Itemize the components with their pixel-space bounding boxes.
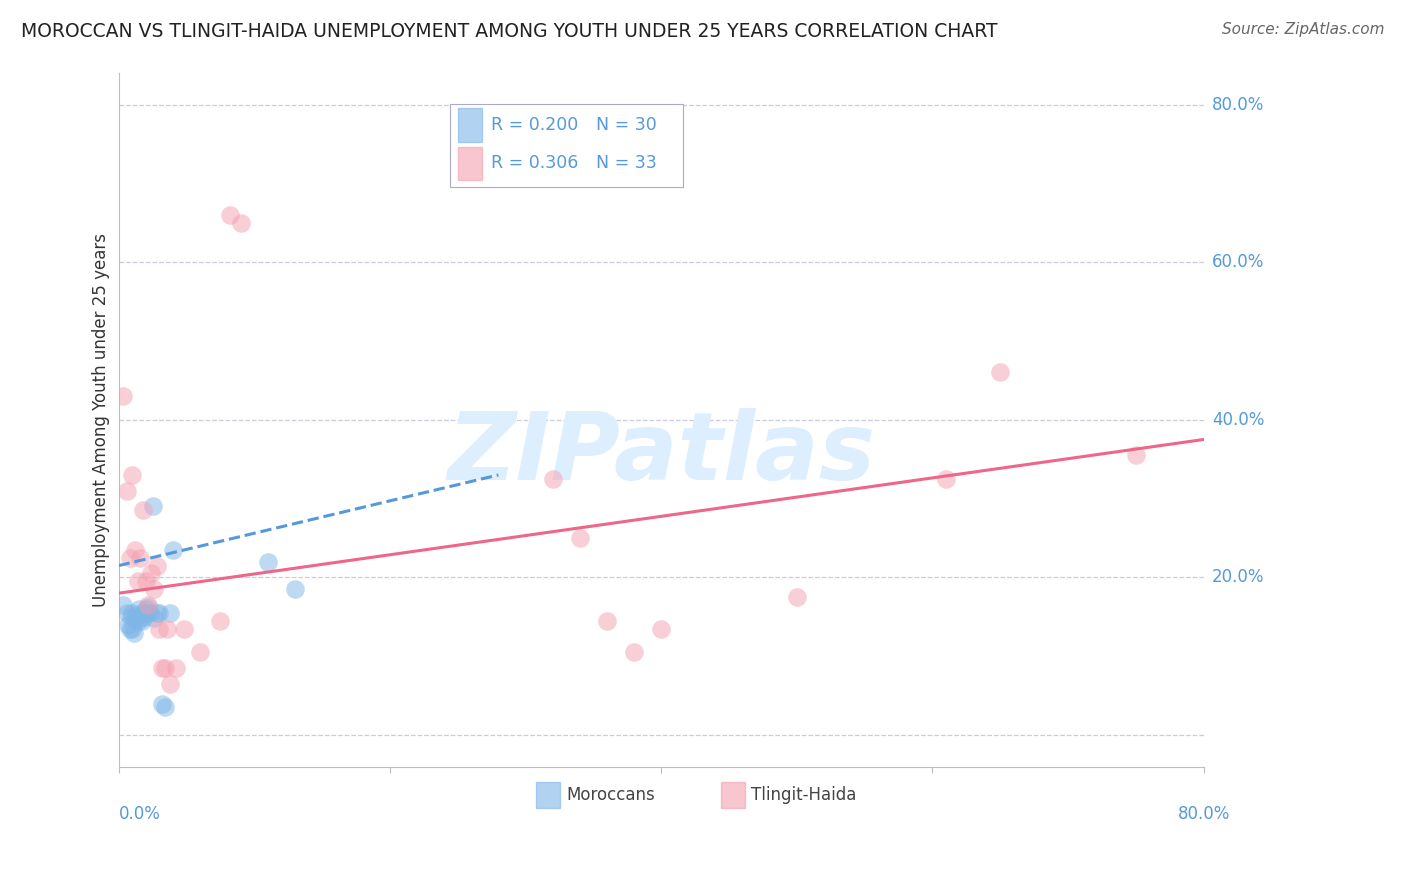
Point [145, 558, 167, 573]
Point [148, 622, 170, 636]
Point [1125, 448, 1147, 462]
Point [173, 622, 195, 636]
Point [150, 697, 173, 711]
Text: 20.0%: 20.0% [1212, 568, 1264, 586]
Point [229, 216, 252, 230]
Point [988, 366, 1011, 380]
Point [159, 606, 181, 620]
Point [132, 503, 155, 517]
Point [127, 574, 149, 589]
Point [129, 550, 152, 565]
Point [121, 622, 143, 636]
Point [142, 611, 165, 625]
Point [257, 555, 280, 569]
Text: 40.0%: 40.0% [1212, 411, 1264, 429]
Point [142, 582, 165, 597]
FancyBboxPatch shape [721, 782, 745, 808]
Point [124, 611, 146, 625]
Y-axis label: Unemployment Among Youth under 25 years: Unemployment Among Youth under 25 years [93, 233, 110, 607]
Point [650, 622, 672, 636]
Point [138, 600, 160, 615]
Text: Source: ZipAtlas.com: Source: ZipAtlas.com [1222, 22, 1385, 37]
Point [134, 610, 156, 624]
Point [118, 550, 141, 565]
Point [142, 500, 165, 514]
Point [117, 617, 139, 632]
FancyBboxPatch shape [458, 146, 482, 180]
Point [148, 606, 170, 620]
Point [159, 677, 181, 691]
Point [138, 598, 160, 612]
Point [135, 602, 157, 616]
Point [135, 574, 157, 589]
Point [141, 566, 163, 581]
Point [541, 472, 564, 486]
Point [623, 645, 645, 659]
Point [786, 590, 808, 604]
Text: 60.0%: 60.0% [1212, 253, 1264, 271]
Point [139, 606, 162, 620]
Text: MOROCCAN VS TLINGIT-HAIDA UNEMPLOYMENT AMONG YOUTH UNDER 25 YEARS CORRELATION CH: MOROCCAN VS TLINGIT-HAIDA UNEMPLOYMENT A… [21, 22, 998, 41]
Point [153, 661, 176, 675]
Text: 0.0%: 0.0% [118, 805, 160, 823]
Point [162, 542, 184, 557]
Point [284, 582, 307, 597]
Point [153, 700, 176, 714]
Point [150, 661, 173, 675]
Point [125, 608, 148, 623]
Point [132, 606, 155, 620]
Point [120, 610, 142, 624]
Point [121, 606, 143, 620]
Point [165, 661, 187, 675]
Point [128, 602, 150, 616]
Point [124, 542, 146, 557]
Text: N = 33: N = 33 [596, 154, 657, 172]
Text: Moroccans: Moroccans [567, 786, 655, 804]
Point [136, 606, 159, 620]
Point [115, 606, 138, 620]
Point [209, 614, 232, 628]
Point [111, 389, 134, 403]
Point [218, 208, 240, 222]
Point [127, 614, 149, 628]
Text: N = 30: N = 30 [596, 116, 657, 134]
Point [118, 622, 141, 636]
Point [111, 598, 134, 612]
Text: 80.0%: 80.0% [1177, 805, 1230, 823]
Text: R = 0.200: R = 0.200 [491, 116, 578, 134]
Point [131, 614, 153, 628]
Point [122, 625, 145, 640]
Text: ZIPatlas: ZIPatlas [447, 409, 875, 500]
Point [596, 614, 619, 628]
Text: 80.0%: 80.0% [1212, 95, 1264, 113]
FancyBboxPatch shape [536, 782, 560, 808]
Point [145, 606, 167, 620]
Point [121, 467, 143, 482]
FancyBboxPatch shape [458, 108, 482, 142]
Point [115, 483, 138, 498]
Text: Tlingit-Haida: Tlingit-Haida [751, 786, 856, 804]
Point [568, 531, 591, 545]
Point [156, 622, 179, 636]
Point [188, 645, 211, 659]
Point [935, 472, 957, 486]
FancyBboxPatch shape [450, 104, 683, 187]
Point [129, 611, 152, 625]
Text: R = 0.306: R = 0.306 [491, 154, 578, 172]
